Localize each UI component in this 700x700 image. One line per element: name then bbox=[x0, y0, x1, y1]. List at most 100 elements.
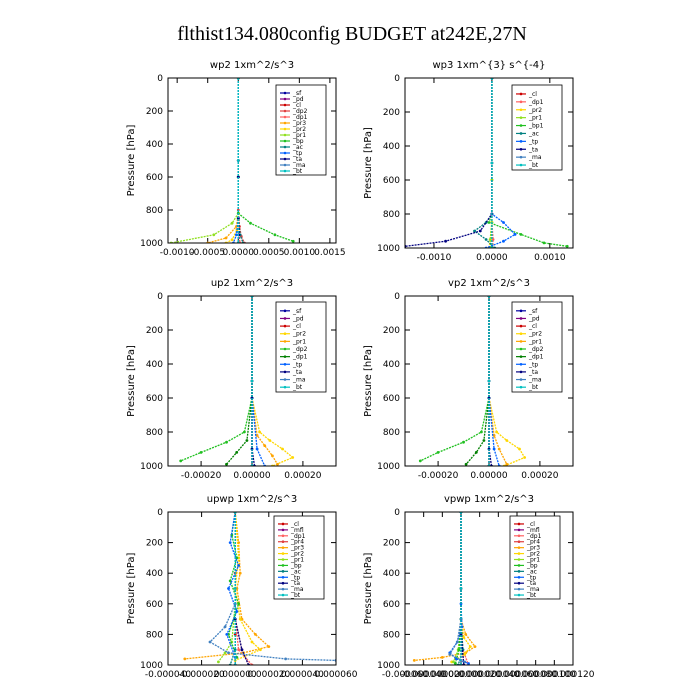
series-point-pr2 bbox=[230, 238, 234, 242]
series-point-tp bbox=[225, 633, 229, 636]
legend-marker bbox=[283, 347, 287, 351]
chart-panel-6: vpwp 1xm^2/s^3 Pressure [hPa] 0 200 400 600 80… bbox=[363, 494, 595, 680]
series-point-pr1 bbox=[452, 660, 455, 664]
series-point-ma bbox=[459, 617, 463, 621]
legend-marker bbox=[517, 558, 521, 561]
y-tick-label: 400 bbox=[383, 142, 400, 152]
legend-marker bbox=[283, 163, 287, 167]
series-point-dp2 bbox=[179, 459, 183, 463]
legend-marker bbox=[519, 108, 523, 112]
legend-label: _tp bbox=[292, 150, 302, 157]
legend-label: _sf bbox=[292, 308, 302, 315]
panel-title: upwp 1xm^2/s^3 bbox=[207, 494, 297, 505]
chart-panel-3: up2 1xm^2/s^3 Pressure [hPa] 0 200 400 600 800… bbox=[126, 278, 337, 481]
legend-marker bbox=[283, 332, 287, 336]
y-axis-label: Pressure [hPa] bbox=[126, 553, 137, 625]
legend-label: _ac bbox=[528, 130, 539, 137]
x-tick-label: -0.00020 bbox=[181, 471, 222, 481]
legend-label: _bt bbox=[528, 384, 539, 391]
legend-marker bbox=[517, 587, 521, 591]
series-point-dp1 bbox=[235, 451, 239, 454]
series-point-dp2 bbox=[418, 459, 422, 463]
legend-marker bbox=[519, 92, 523, 96]
legend-label: _sf bbox=[292, 90, 302, 97]
x-tick-label: 0.0010 bbox=[284, 248, 316, 258]
legend-label: _dp2 bbox=[292, 346, 308, 353]
legend-label: _dp1 bbox=[290, 533, 306, 540]
x-tick-label: -0.000060 bbox=[382, 670, 428, 680]
series-point-pr2 bbox=[281, 447, 284, 451]
legend-marker bbox=[519, 124, 523, 127]
panel-title: vp2 1xm^2/s^3 bbox=[448, 278, 530, 289]
series-line-tp bbox=[485, 78, 517, 248]
legend-label: _ma bbox=[292, 162, 306, 169]
legend-label: _dp2 bbox=[528, 346, 544, 353]
legend-marker bbox=[519, 100, 523, 104]
series-point-ta bbox=[233, 617, 237, 621]
legend-marker bbox=[281, 587, 285, 591]
series-point-pr2 bbox=[291, 456, 295, 459]
legend-marker bbox=[281, 546, 285, 549]
series-point-pr1 bbox=[230, 221, 234, 225]
legend-label: _pr1 bbox=[528, 338, 542, 345]
legend-marker bbox=[519, 324, 523, 328]
legend: _sf_pd_cl_pr2_pr1_dp2_dp1_tp_ta_ma_bt bbox=[275, 301, 327, 393]
panel-title: wp3 1xm^{3} s^{-4} bbox=[432, 60, 545, 71]
series-point-bt bbox=[459, 587, 463, 590]
legend-marker bbox=[283, 309, 287, 313]
series-point-bt bbox=[250, 379, 254, 383]
y-tick-label: 600 bbox=[146, 173, 163, 183]
y-axis-label: Pressure [hPa] bbox=[363, 345, 374, 417]
legend-label: _dp1 bbox=[526, 533, 542, 540]
legend: _sf_pd_cl_pr2_pr1_dp2_dp1_tp_ta_ma_bt bbox=[511, 301, 563, 393]
panel-title: vpwp 1xm^2/s^3 bbox=[444, 494, 534, 505]
legend-box bbox=[511, 301, 563, 393]
legend-label: _cl bbox=[290, 521, 299, 528]
x-tick-label: 0.0000 bbox=[476, 253, 508, 263]
series-point-pr3 bbox=[464, 633, 468, 636]
x-tick-label: 0.000120 bbox=[552, 670, 595, 680]
legend-label: _tp bbox=[292, 361, 302, 368]
series-line-bp bbox=[454, 512, 462, 664]
legend-label: _bp bbox=[292, 138, 304, 145]
y-tick-label: 800 bbox=[146, 206, 163, 216]
legend-marker bbox=[283, 109, 287, 113]
series-line-bp1 bbox=[488, 78, 568, 247]
series-point-pr3 bbox=[224, 236, 228, 240]
y-tick-label: 0 bbox=[394, 74, 400, 84]
legend-marker bbox=[283, 378, 287, 381]
legend-marker bbox=[517, 546, 521, 549]
legend-marker bbox=[517, 575, 521, 579]
legend-label: _ac bbox=[290, 568, 301, 575]
series-point-pr1 bbox=[255, 434, 259, 437]
legend-marker bbox=[281, 575, 285, 579]
series-point-pr2 bbox=[495, 430, 498, 434]
chart-panel-4: vp2 1xm^2/s^3 Pressure [hPa] 0 200 400 600 800… bbox=[363, 278, 574, 481]
legend-marker bbox=[517, 534, 521, 538]
series-point-tp bbox=[255, 447, 259, 451]
series-point-pr1 bbox=[217, 660, 220, 664]
legend-label: _bp bbox=[290, 562, 302, 569]
legend-marker bbox=[283, 157, 287, 161]
legend-label: _pd bbox=[292, 96, 304, 103]
series-point-ta bbox=[459, 633, 463, 636]
legend-label: _pr3 bbox=[526, 545, 540, 552]
plot-frame bbox=[404, 511, 574, 666]
x-tick-label: 0.000080 bbox=[514, 670, 557, 680]
series-point-pr2 bbox=[518, 447, 521, 451]
x-tick-label: -0.000040 bbox=[145, 670, 191, 680]
legend-marker bbox=[281, 581, 285, 585]
legend-box bbox=[511, 84, 563, 171]
legend-marker bbox=[517, 564, 521, 567]
y-tick-label: 600 bbox=[383, 394, 400, 404]
legend-label: _pr4 bbox=[526, 539, 540, 546]
legend-marker bbox=[517, 522, 521, 526]
y-tick-label: 200 bbox=[146, 326, 163, 336]
plot-frame bbox=[167, 77, 337, 244]
legend-marker bbox=[283, 370, 287, 374]
y-tick-label: 600 bbox=[383, 600, 400, 610]
series-point-tp bbox=[237, 564, 241, 567]
series-point-pr1 bbox=[271, 454, 274, 458]
x-tick-label: 0.00000 bbox=[470, 471, 507, 481]
series-point-pr1 bbox=[263, 444, 267, 447]
